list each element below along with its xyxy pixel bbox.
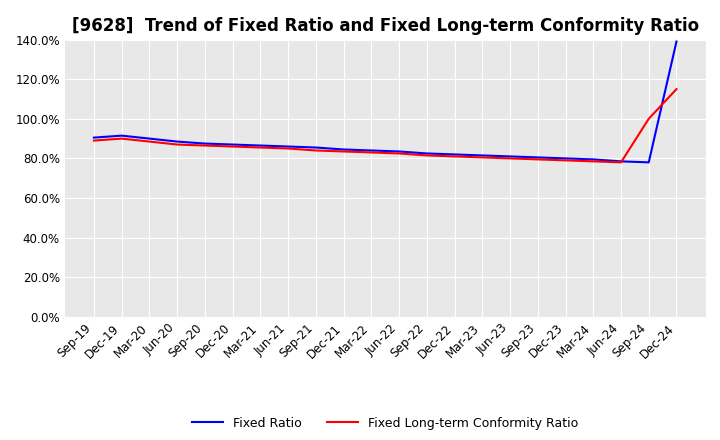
Fixed Long-term Conformity Ratio	[589, 159, 598, 164]
Fixed Ratio	[505, 154, 514, 159]
Fixed Ratio	[367, 148, 376, 153]
Fixed Ratio	[423, 151, 431, 156]
Fixed Ratio	[256, 143, 265, 148]
Fixed Ratio	[672, 39, 681, 44]
Fixed Ratio	[117, 133, 126, 138]
Fixed Long-term Conformity Ratio	[561, 158, 570, 163]
Fixed Ratio	[478, 153, 487, 158]
Fixed Long-term Conformity Ratio	[616, 160, 625, 165]
Fixed Long-term Conformity Ratio	[312, 148, 320, 153]
Line: Fixed Ratio: Fixed Ratio	[94, 41, 677, 162]
Fixed Ratio	[561, 156, 570, 161]
Fixed Ratio	[228, 142, 237, 147]
Fixed Ratio	[284, 144, 292, 149]
Line: Fixed Long-term Conformity Ratio: Fixed Long-term Conformity Ratio	[94, 89, 677, 162]
Fixed Long-term Conformity Ratio	[644, 116, 653, 121]
Fixed Long-term Conformity Ratio	[89, 138, 98, 143]
Fixed Long-term Conformity Ratio	[672, 86, 681, 92]
Fixed Long-term Conformity Ratio	[367, 150, 376, 155]
Title: [9628]  Trend of Fixed Ratio and Fixed Long-term Conformity Ratio: [9628] Trend of Fixed Ratio and Fixed Lo…	[71, 17, 699, 35]
Fixed Ratio	[616, 159, 625, 164]
Fixed Long-term Conformity Ratio	[256, 145, 265, 150]
Fixed Long-term Conformity Ratio	[450, 154, 459, 159]
Fixed Long-term Conformity Ratio	[505, 156, 514, 161]
Fixed Ratio	[145, 136, 154, 141]
Fixed Long-term Conformity Ratio	[145, 139, 154, 144]
Fixed Long-term Conformity Ratio	[478, 155, 487, 160]
Fixed Long-term Conformity Ratio	[284, 146, 292, 151]
Fixed Ratio	[339, 147, 348, 152]
Fixed Long-term Conformity Ratio	[228, 144, 237, 149]
Fixed Ratio	[89, 135, 98, 140]
Legend: Fixed Ratio, Fixed Long-term Conformity Ratio: Fixed Ratio, Fixed Long-term Conformity …	[187, 412, 583, 435]
Fixed Ratio	[450, 152, 459, 157]
Fixed Ratio	[644, 160, 653, 165]
Fixed Long-term Conformity Ratio	[339, 149, 348, 154]
Fixed Long-term Conformity Ratio	[117, 136, 126, 141]
Fixed Long-term Conformity Ratio	[534, 157, 542, 162]
Fixed Long-term Conformity Ratio	[173, 142, 181, 147]
Fixed Ratio	[589, 157, 598, 162]
Fixed Long-term Conformity Ratio	[395, 151, 403, 156]
Fixed Ratio	[201, 141, 210, 146]
Fixed Ratio	[312, 145, 320, 150]
Fixed Ratio	[173, 139, 181, 144]
Fixed Long-term Conformity Ratio	[201, 143, 210, 148]
Fixed Ratio	[534, 155, 542, 160]
Fixed Long-term Conformity Ratio	[423, 153, 431, 158]
Fixed Ratio	[395, 149, 403, 154]
